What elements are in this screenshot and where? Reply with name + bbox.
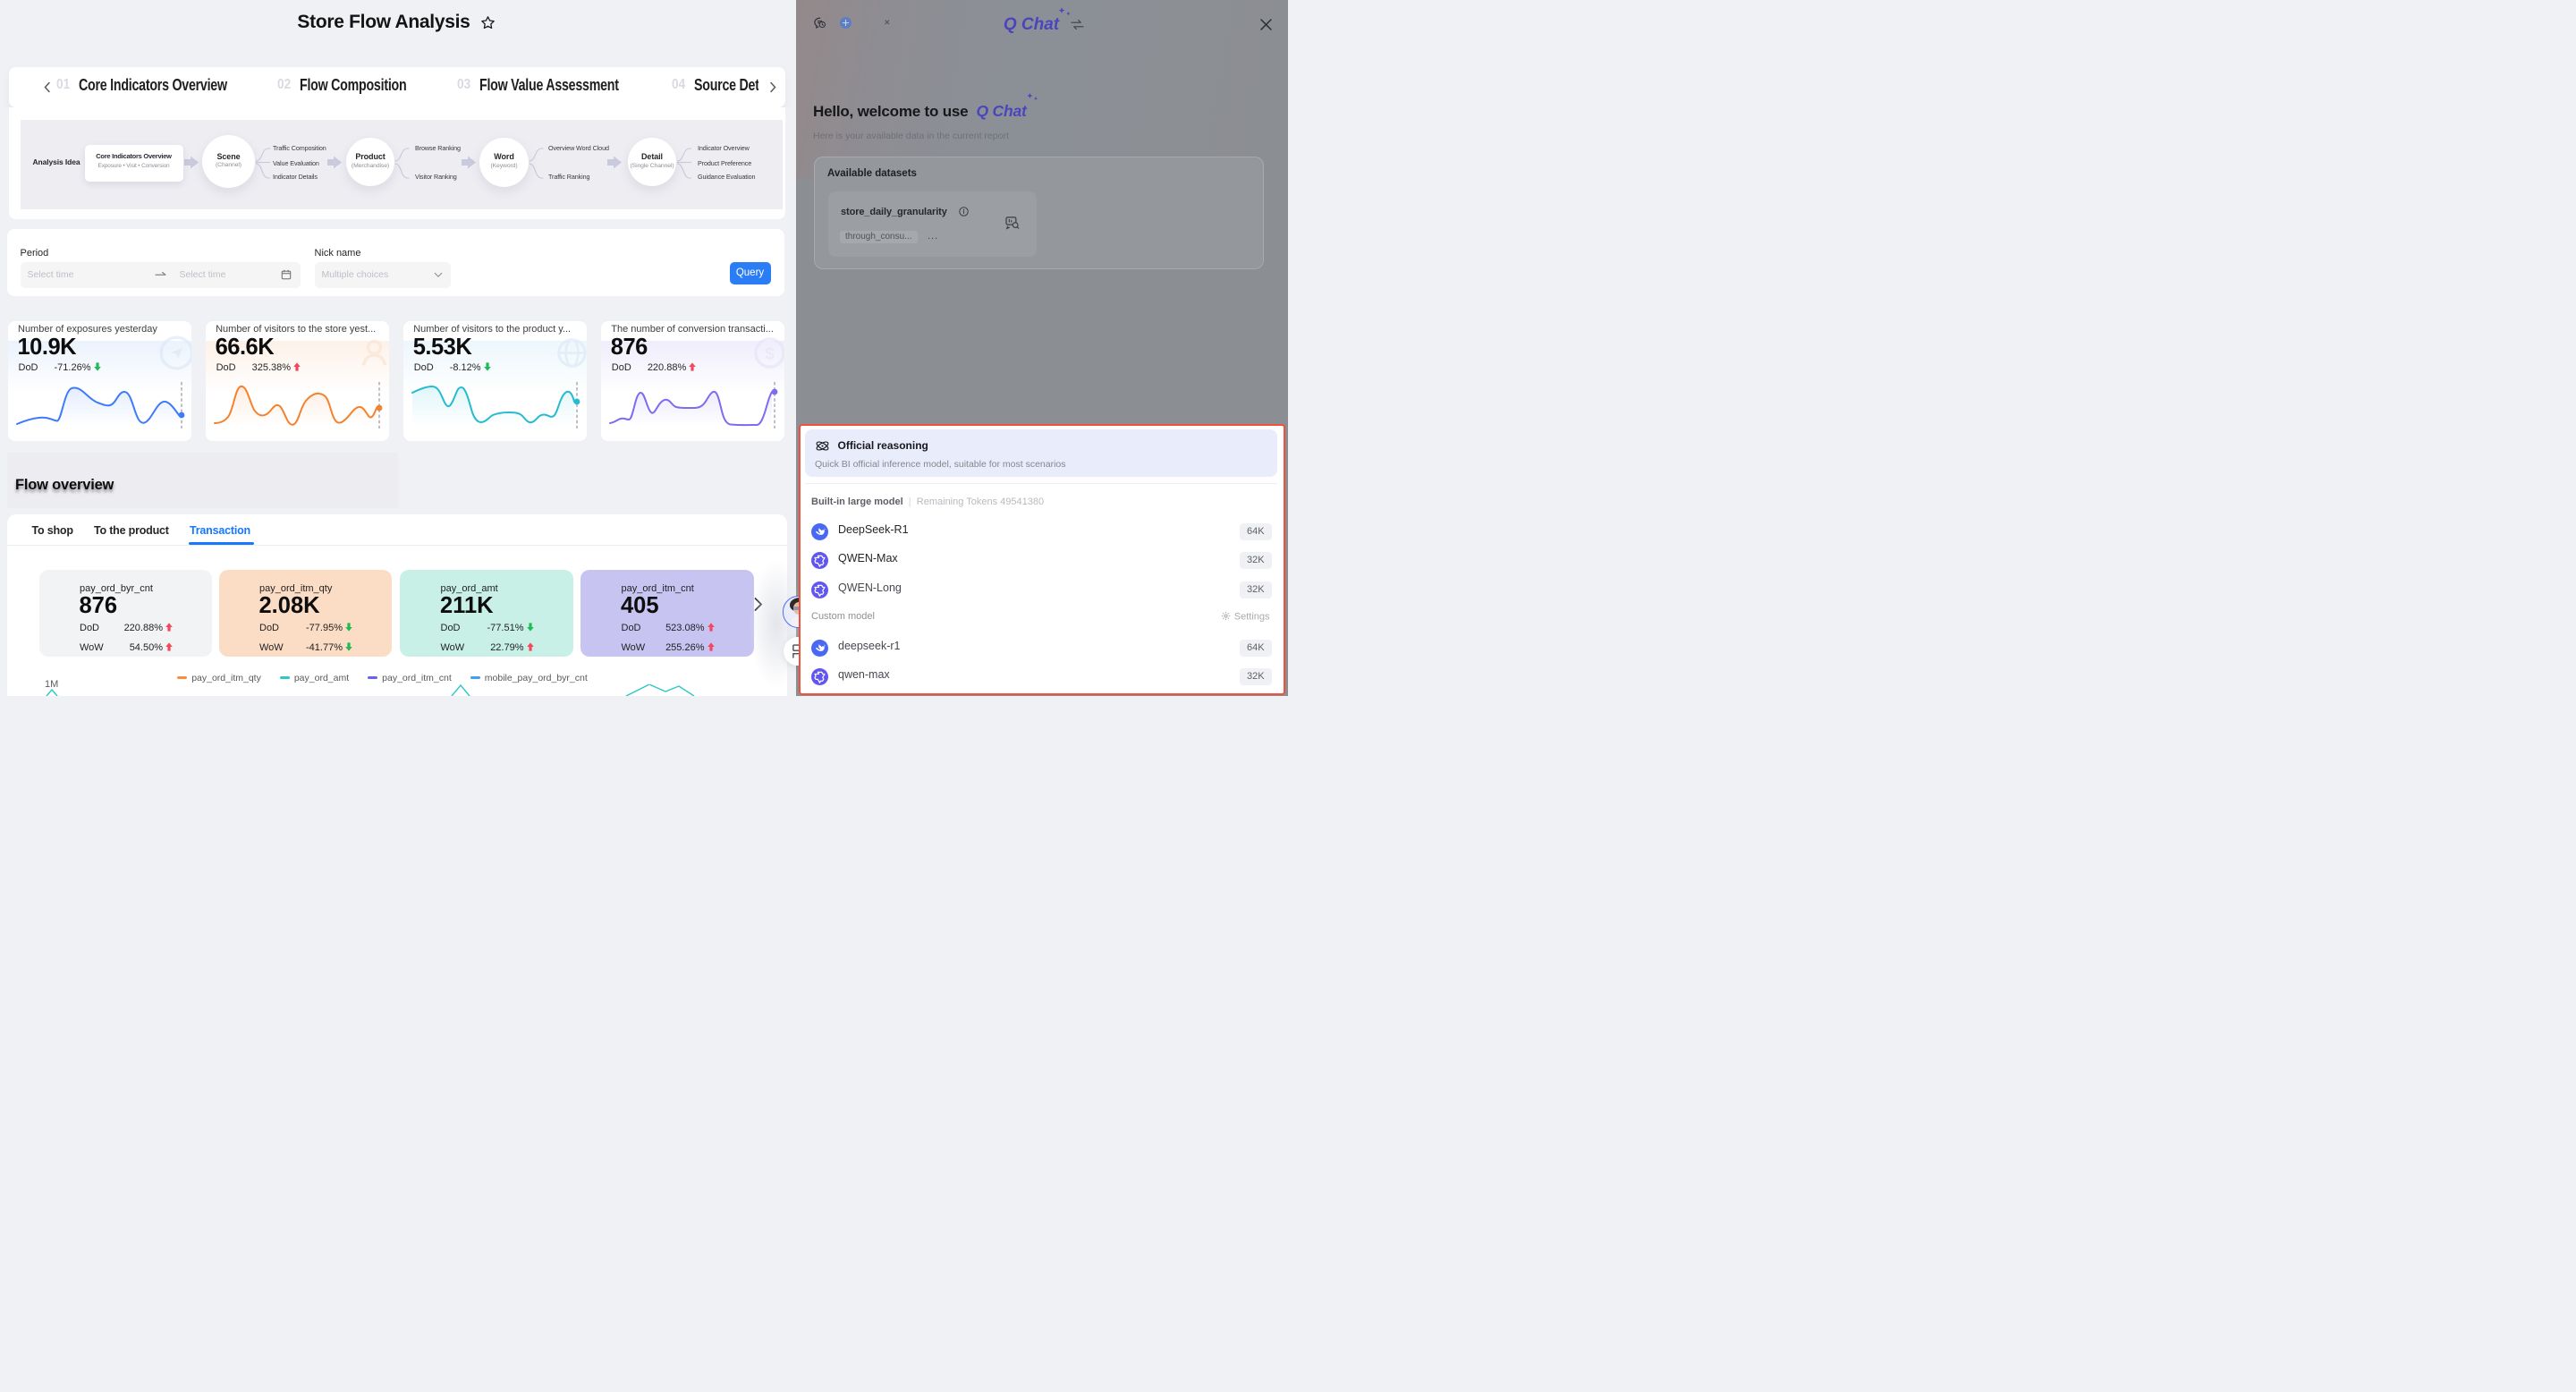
- svg-text:$: $: [766, 344, 775, 363]
